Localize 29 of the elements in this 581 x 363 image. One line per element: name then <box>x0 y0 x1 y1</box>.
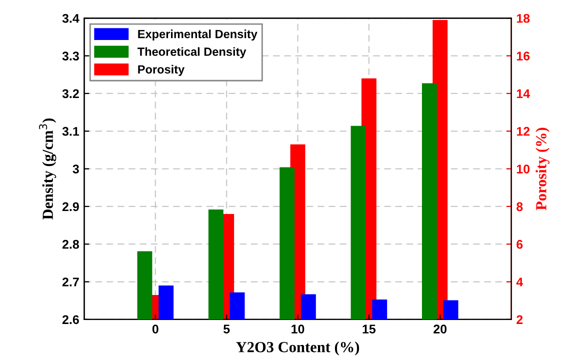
legend-label: Experimental Density <box>138 30 258 41</box>
y-tick-label: 3.3 <box>62 52 79 60</box>
x-tick-label: 10 <box>292 324 304 334</box>
y2-tick-label: 12 <box>516 126 530 136</box>
y-tick-label: 2.6 <box>62 315 79 324</box>
y2-tick-label: 10 <box>516 164 530 174</box>
y-tick-label: 2.7 <box>62 278 79 286</box>
y2-tick-label: 14 <box>516 89 530 98</box>
x-tick-label: 15 <box>362 324 376 334</box>
y2-axis-title: Porosity (%) <box>536 128 550 210</box>
x-tick-label: 20 <box>434 324 447 334</box>
y-tick-label: 2.9 <box>62 202 79 212</box>
y2-tick-label: 8 <box>516 202 523 212</box>
y2-tick-label: 18 <box>516 14 530 23</box>
y2-tick-label: 2 <box>516 315 523 324</box>
y-tick-label: 3.4 <box>62 14 80 23</box>
x-tick-label: 5 <box>224 324 230 334</box>
y-axis-title: Density (g/cm$^{3}$) <box>39 118 56 220</box>
legend-label: Theoretical Density <box>138 47 246 58</box>
x-axis-title: Y2O3 Content (%) <box>236 342 360 356</box>
y-tick-label: 3 <box>72 164 79 174</box>
y2-tick-label: 4 <box>516 278 524 286</box>
y-tick-label: 3.1 <box>62 126 80 136</box>
y2-tick-label: 16 <box>516 52 530 60</box>
legend-label: Porosity <box>138 64 185 76</box>
y-tick-label: 2.8 <box>62 240 79 249</box>
x-tick-label: 0 <box>152 324 158 334</box>
y2-tick-label: 6 <box>516 240 523 249</box>
y-tick-label: 3.2 <box>62 89 79 98</box>
